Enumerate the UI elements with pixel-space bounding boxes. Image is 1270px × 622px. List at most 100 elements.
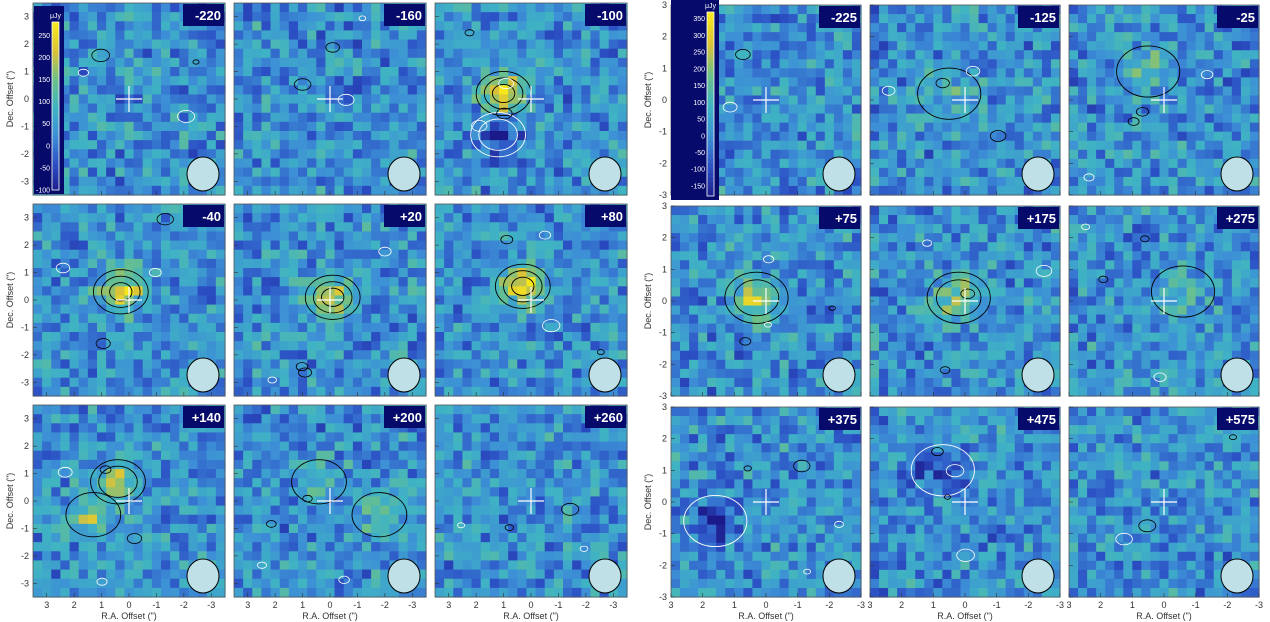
heatmap-cell bbox=[234, 21, 244, 32]
heatmap-cell bbox=[398, 441, 409, 452]
heatmap-cell bbox=[842, 149, 853, 160]
heatmap-cell bbox=[824, 77, 835, 88]
heatmap-cell bbox=[69, 268, 80, 278]
heatmap-cell bbox=[69, 277, 80, 287]
heatmap-cell bbox=[897, 41, 907, 51]
heatmap-cell bbox=[716, 131, 726, 142]
heatmap-cell bbox=[870, 140, 880, 151]
heatmap-cell bbox=[526, 551, 537, 562]
heatmap-cell bbox=[489, 231, 500, 242]
x-tick-label: -2 bbox=[582, 600, 590, 610]
heatmap-cell bbox=[115, 21, 126, 32]
heatmap-cell bbox=[942, 149, 953, 160]
positive-contour bbox=[494, 263, 551, 309]
heatmap-cell bbox=[325, 167, 336, 178]
heatmap-cell bbox=[106, 3, 116, 13]
heatmap-cell bbox=[270, 3, 281, 13]
heatmap-cell bbox=[761, 68, 772, 78]
heatmap-cell bbox=[298, 578, 308, 589]
heatmap-cell bbox=[489, 268, 500, 278]
heatmap-cell bbox=[362, 231, 372, 242]
heatmap-cell bbox=[462, 204, 473, 214]
heatmap-cell bbox=[380, 569, 391, 580]
heatmap-cell bbox=[334, 450, 345, 461]
heatmap-cell bbox=[471, 587, 482, 598]
heatmap-cell bbox=[581, 21, 592, 32]
heatmap-cell bbox=[133, 313, 144, 324]
heatmap-cell bbox=[380, 304, 391, 315]
heatmap-cell bbox=[252, 423, 263, 434]
heatmap-cell bbox=[42, 240, 52, 251]
heatmap-cell bbox=[352, 85, 363, 96]
heatmap-cell bbox=[60, 441, 71, 452]
y-tick-label: -2 bbox=[21, 149, 29, 159]
heatmap-cell bbox=[343, 478, 354, 488]
heatmap-cell bbox=[60, 204, 71, 214]
heatmap-cell bbox=[42, 286, 52, 297]
heatmap-cell bbox=[599, 149, 610, 160]
heatmap-cell bbox=[480, 450, 491, 461]
heatmap-cell bbox=[906, 185, 916, 196]
heatmap-cell bbox=[462, 57, 473, 68]
heatmap-cell bbox=[51, 249, 62, 260]
heatmap-cell bbox=[371, 441, 381, 452]
y-tick-label: 0 bbox=[24, 295, 29, 305]
heatmap-cell bbox=[824, 104, 835, 115]
heatmap-cell bbox=[933, 77, 943, 88]
heatmap-cell bbox=[325, 39, 336, 50]
heatmap-cell bbox=[499, 569, 509, 580]
heatmap-cell bbox=[124, 176, 135, 187]
heatmap-cell bbox=[833, 149, 844, 160]
heatmap-cell bbox=[462, 231, 473, 242]
heatmap-cell bbox=[489, 313, 500, 324]
heatmap-cell bbox=[279, 48, 290, 59]
heatmap-cell bbox=[243, 542, 253, 552]
heatmap-cell bbox=[824, 140, 835, 151]
heatmap-cell bbox=[489, 121, 500, 132]
heatmap-cell bbox=[499, 587, 509, 598]
heatmap-cell bbox=[206, 341, 217, 351]
heatmap-cell bbox=[471, 341, 482, 351]
heatmap-cell bbox=[33, 441, 43, 452]
heatmap-cell bbox=[499, 469, 509, 479]
heatmap-cell bbox=[288, 249, 299, 260]
heatmap-cell bbox=[471, 441, 482, 452]
heatmap-cell bbox=[897, 113, 907, 124]
heatmap-cell bbox=[170, 39, 180, 50]
heatmap-cell bbox=[435, 487, 445, 498]
heatmap-cell bbox=[380, 185, 391, 196]
heatmap-cell bbox=[97, 359, 107, 370]
heatmap-cell bbox=[924, 104, 934, 115]
heatmap-cell bbox=[590, 514, 601, 525]
heatmap-cell bbox=[617, 131, 628, 141]
heatmap-cell bbox=[325, 359, 336, 370]
heatmap-cell bbox=[215, 258, 226, 269]
heatmap-cell bbox=[243, 295, 253, 306]
heatmap-cell bbox=[206, 258, 217, 269]
heatmap-cell bbox=[761, 113, 772, 124]
heatmap-cell bbox=[161, 140, 171, 150]
heatmap-cell bbox=[933, 23, 943, 33]
heatmap-cell bbox=[115, 48, 126, 59]
heatmap-cell bbox=[444, 94, 454, 105]
heatmap-cell bbox=[879, 185, 889, 196]
heatmap-cell bbox=[806, 77, 817, 88]
heatmap-cell bbox=[234, 450, 244, 461]
heatmap-cell bbox=[572, 94, 582, 105]
heatmap-cell bbox=[517, 377, 528, 388]
heatmap-cell bbox=[115, 121, 126, 132]
negative-contour bbox=[457, 522, 466, 529]
heatmap-cell bbox=[270, 295, 281, 306]
heatmap-cell bbox=[60, 185, 71, 196]
heatmap-cell bbox=[734, 32, 744, 42]
heatmap-cell bbox=[915, 41, 925, 51]
heatmap-cell bbox=[590, 587, 601, 598]
heatmap-cell bbox=[371, 533, 381, 543]
heatmap-cell bbox=[581, 240, 592, 251]
heatmap-cell bbox=[352, 268, 363, 278]
heatmap-cell bbox=[206, 432, 217, 443]
heatmap-cell bbox=[535, 140, 546, 150]
heatmap-cell bbox=[307, 359, 317, 370]
heatmap-cell bbox=[316, 103, 327, 114]
